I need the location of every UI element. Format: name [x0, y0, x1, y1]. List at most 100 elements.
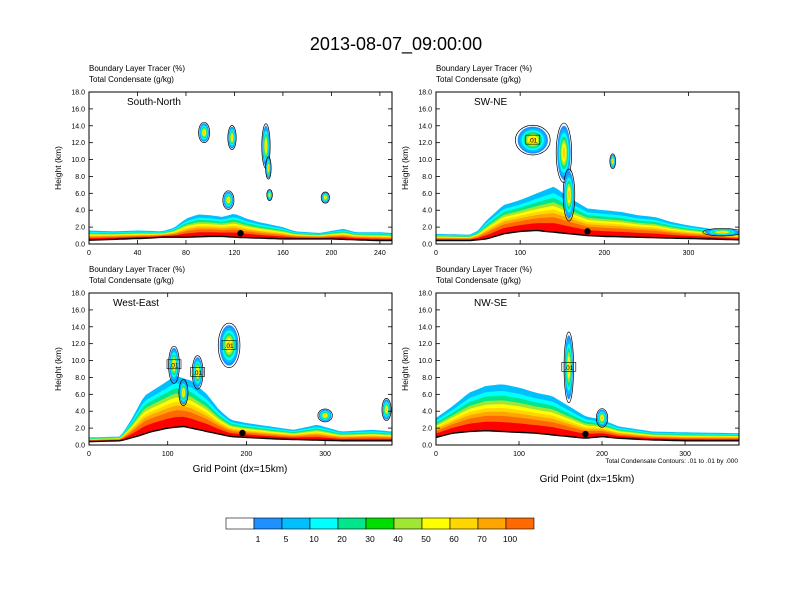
y-tick-label: 16.0 — [71, 307, 85, 314]
terrain-fill — [89, 236, 392, 244]
contour-label: .01 — [528, 138, 537, 145]
y-tick-label: 2.0 — [422, 426, 432, 433]
condensate-contour — [217, 322, 241, 368]
colorbar-swatch — [281, 517, 311, 530]
x-tick-label: 300 — [319, 451, 331, 458]
cloud-blob-3 — [182, 390, 185, 396]
colorbar-swatch — [505, 517, 535, 530]
y-tick-label: 18.0 — [418, 291, 432, 298]
condensate-contour — [198, 121, 211, 144]
condensate-contour — [609, 153, 617, 170]
panel-title-line1: Boundary Layer Tracer (%) — [436, 64, 532, 73]
contour-label-box — [221, 340, 237, 350]
colorbar-label: 70 — [477, 534, 487, 544]
contour-label: .01 — [564, 365, 573, 372]
plot-frame — [435, 91, 740, 245]
condensate-contour — [261, 123, 271, 169]
x-tick-label: 100 — [513, 451, 525, 458]
cloud-blob-4 — [718, 231, 726, 233]
panel-title-line1: Boundary Layer Tracer (%) — [436, 265, 532, 274]
x-tick-label: 200 — [596, 451, 608, 458]
cloud-blob-5 — [385, 407, 388, 412]
cloud-blob-3 — [611, 159, 614, 163]
y-tick-label: 8.0 — [422, 174, 432, 181]
panel-name: West-East — [113, 298, 159, 309]
y-axis-label: Height (km) — [53, 347, 63, 391]
y-tick-label: 0.0 — [75, 443, 85, 450]
colorbar-swatch — [309, 517, 339, 530]
y-tick-label: 16.0 — [418, 307, 432, 314]
colorbar-swatch — [253, 517, 283, 530]
contour-label-box — [561, 362, 577, 372]
panel-title-line2: Total Condensate (g/kg) — [89, 276, 174, 285]
y-axis-label: Height (km) — [400, 146, 410, 190]
condensate-contour — [178, 379, 189, 406]
colorbar-swatch — [477, 517, 507, 530]
panel-title-line2: Total Condensate (g/kg) — [436, 276, 521, 285]
plot-frame — [435, 292, 740, 446]
x-tick-label: 160 — [277, 250, 289, 257]
condensate-contour — [317, 408, 333, 423]
y-tick-label: 6.0 — [422, 392, 432, 399]
cloud-blob-1 — [231, 135, 233, 141]
y-tick-label: 10.0 — [418, 157, 432, 164]
cloud-blob-5 — [227, 198, 230, 202]
panel-title-line2: Total Condensate (g/kg) — [436, 75, 521, 84]
cloud-blob-1 — [562, 146, 566, 159]
panel-name: NW-SE — [474, 298, 507, 309]
x-tick-label: 200 — [326, 250, 338, 257]
x-tick-label: 0 — [434, 250, 438, 257]
y-tick-label: 8.0 — [422, 375, 432, 382]
y-tick-label: 18.0 — [71, 90, 85, 97]
colorbar-swatch — [421, 517, 451, 530]
cloud-blob-0 — [567, 360, 570, 375]
cloud-blob-0 — [227, 340, 232, 350]
contour-label: .01 — [225, 343, 234, 350]
contour-label-box — [190, 367, 205, 377]
cloud-blob-1 — [172, 361, 176, 369]
y-tick-label: 18.0 — [418, 90, 432, 97]
y-tick-label: 12.0 — [418, 140, 432, 147]
y-axis-label: Height (km) — [53, 146, 63, 190]
y-tick-label: 6.0 — [422, 191, 432, 198]
terrain-line — [436, 429, 739, 442]
plot-frame — [88, 292, 393, 446]
y-tick-label: 4.0 — [75, 409, 85, 416]
colorbar-label: 10 — [309, 534, 319, 544]
condensate-contour — [563, 331, 574, 403]
y-tick-label: 10.0 — [71, 358, 85, 365]
panel-nw-se: Boundary Layer Tracer (%) Total Condensa… — [400, 265, 740, 485]
panel-sw-ne: Boundary Layer Tracer (%) Total Condensa… — [400, 64, 740, 257]
x-tick-label: 100 — [162, 451, 174, 458]
colorbar-swatch — [449, 517, 479, 530]
y-tick-label: 10.0 — [71, 157, 85, 164]
cloud-blob-1 — [600, 416, 604, 420]
y-tick-label: 4.0 — [422, 409, 432, 416]
panel-west-east: Boundary Layer Tracer (%) Total Condensa… — [53, 265, 393, 475]
y-tick-label: 4.0 — [75, 208, 85, 215]
terrain-line — [436, 229, 739, 242]
cloud-blob-2 — [196, 369, 199, 376]
y-tick-label: 8.0 — [75, 375, 85, 382]
condensate-contour — [191, 355, 204, 390]
contour-label-box — [525, 134, 541, 145]
condensate-contour — [702, 228, 739, 237]
colorbar-label: 100 — [503, 534, 517, 544]
condensate-contour — [266, 189, 273, 201]
y-axis-label: Height (km) — [400, 347, 410, 391]
x-tick-label: 100 — [514, 250, 526, 257]
panel-title-line1: Boundary Layer Tracer (%) — [89, 265, 185, 274]
y-tick-label: 2.0 — [75, 225, 85, 232]
condensate-contour — [562, 168, 576, 222]
x-tick-label: 200 — [241, 451, 253, 458]
x-axis-label: Grid Point (dx=15km) — [540, 474, 635, 485]
colorbar-label: 20 — [337, 534, 347, 544]
x-tick-label: 0 — [87, 451, 91, 458]
plot-frame — [88, 91, 393, 245]
colorbar-label: 5 — [284, 534, 289, 544]
figure-title: 2013-08-07_09:00:00 — [310, 34, 482, 55]
y-tick-label: 0.0 — [422, 443, 432, 450]
colorbar-label: 30 — [365, 534, 375, 544]
cloud-blob-6 — [324, 196, 327, 199]
